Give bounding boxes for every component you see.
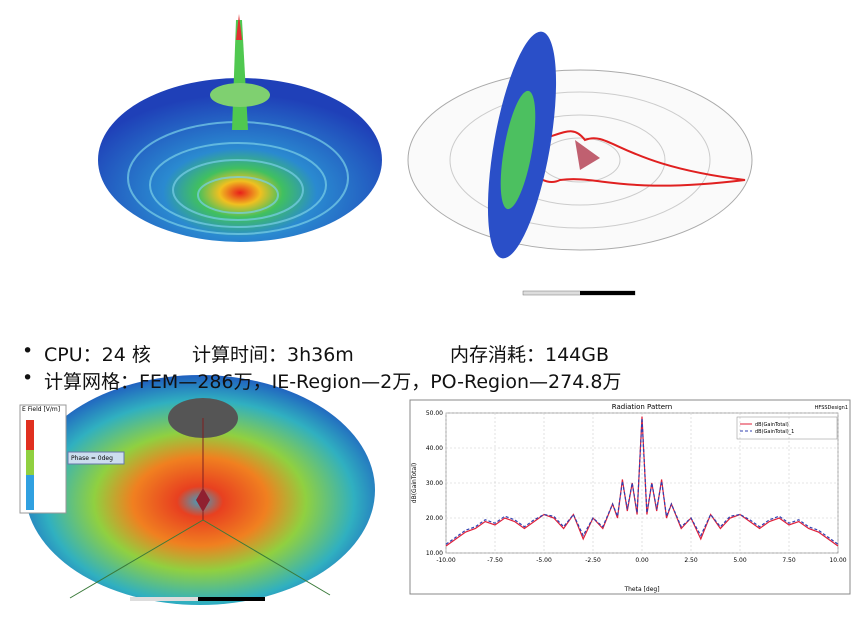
chart-title: Radiation Pattern — [612, 403, 673, 411]
legend-label: dB(GainTotal)_1 — [755, 429, 794, 435]
x-tick-label: 0.00 — [635, 557, 649, 564]
x-tick-label: -7.50 — [487, 557, 503, 564]
x-tick-label: 7.50 — [782, 557, 796, 564]
chart-design: HFSSDesign1 — [815, 405, 848, 411]
y-axis-label: dB(GainTotal) — [411, 463, 418, 503]
spec-mesh: 计算网格：FEM—286万，IE-Region—2万，PO-Region—274… — [44, 371, 622, 393]
x-axis-label: Theta [deg] — [623, 586, 659, 593]
spec-cpu: CPU：24 核 — [44, 344, 151, 366]
y-tick-label: 30.00 — [426, 480, 443, 487]
legend-box — [736, 416, 838, 440]
series-line — [445, 416, 839, 547]
x-tick-label: -10.00 — [436, 557, 456, 564]
field-plot — [19, 375, 375, 605]
y-tick-label: 50.00 — [426, 410, 443, 417]
x-tick-label: 10.00 — [829, 557, 846, 564]
y-tick-label: 40.00 — [426, 445, 443, 452]
spec-mem: 内存消耗：144GB — [450, 344, 610, 366]
y-tick-label: 20.00 — [426, 515, 443, 522]
field-legend-title: E Field [V/m] — [22, 406, 60, 413]
polar-plot — [407, 31, 753, 296]
x-tick-label: 5.00 — [733, 557, 747, 564]
x-tick-label: 2.50 — [684, 557, 698, 564]
x-tick-label: -5.00 — [536, 557, 552, 564]
bullet-mesh: • 计算网格：FEM—286万，IE-Region—2万，PO-Region—2… — [22, 367, 622, 393]
series-line — [445, 418, 839, 545]
x-tick-label: -2.50 — [585, 557, 601, 564]
dish-pattern — [98, 14, 382, 242]
radiation-chart: Radiation Pattern HFSSDesign1 Theta [deg… — [409, 399, 851, 595]
y-tick-label: 10.00 — [426, 550, 443, 557]
spec-time: 计算时间：3h36m — [192, 344, 354, 366]
legend-label: dB(GainTotal) — [755, 422, 789, 428]
field-phase: Phase = 0deg — [71, 455, 113, 462]
bullet-cpu: • CPU：24 核 计算时间：3h36m 内存消耗：144GB — [22, 340, 610, 366]
